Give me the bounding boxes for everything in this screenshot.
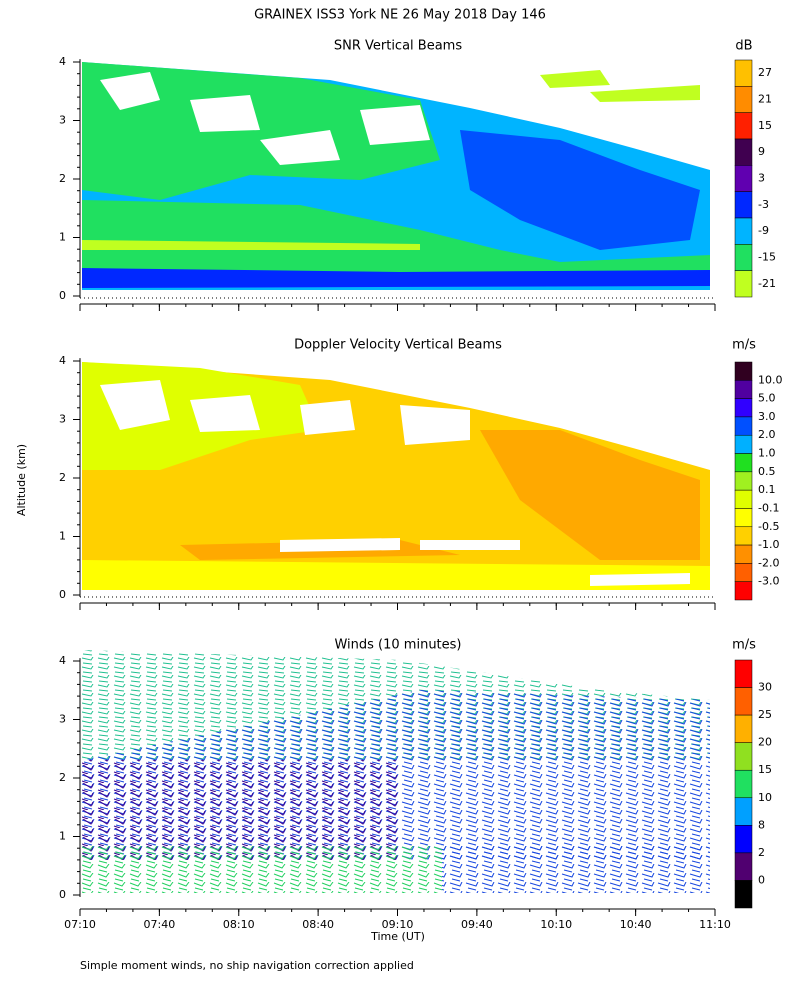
colorbar-box [734, 742, 753, 771]
colorbar-label: 2 [758, 846, 765, 859]
colorbar-label: -0.1 [758, 501, 779, 514]
colorbar-box [734, 138, 753, 166]
colorbar-box [734, 434, 753, 454]
colorbar-label: -3 [758, 198, 769, 211]
colorbar-label: 5.0 [758, 392, 776, 405]
x-tick-label: 09:40 [461, 918, 493, 931]
colorbar-box [734, 471, 753, 491]
colorbar-box [734, 769, 753, 799]
colorbar-box [734, 714, 753, 743]
x-tick-label: 10:10 [540, 918, 572, 931]
footnote: Simple moment winds, no ship navigation … [80, 959, 414, 972]
colorbar-label: -3.0 [758, 575, 779, 588]
colorbar-label: -1.0 [758, 538, 779, 551]
y-tick-label: 3 [59, 713, 66, 726]
y-tick-label: 3 [59, 413, 66, 426]
colorbar-box [734, 59, 753, 87]
colorbar-label: 25 [758, 708, 772, 721]
colorbar-box [734, 112, 753, 140]
colorbar-label: 10 [758, 791, 772, 804]
colorbar-label: 3.0 [758, 410, 776, 423]
colorbar-unit: m/s [732, 638, 756, 653]
colorbar-box [734, 563, 753, 582]
colorbar-label: -9 [758, 224, 769, 237]
x-tick-label: 09:10 [382, 918, 414, 931]
colorbar-box [734, 244, 753, 271]
colorbar-label: 9 [758, 145, 765, 158]
colorbar-box [734, 508, 753, 528]
colorbar-label: 21 [758, 93, 772, 106]
x-tick-label: 11:10 [699, 918, 731, 931]
y-tick-label: 2 [59, 771, 66, 784]
panel-title: SNR Vertical Beams [334, 39, 462, 54]
wind-barbs [82, 650, 710, 893]
colorbar-label: 15 [758, 119, 772, 132]
colorbar-box [734, 687, 753, 716]
colorbar-box [734, 416, 753, 436]
colorbar-label: 30 [758, 681, 772, 694]
colorbar-label: 3 [758, 172, 765, 185]
colorbar-label: 2.0 [758, 428, 776, 441]
colorbar-box [734, 217, 753, 245]
colorbar-unit: m/s [732, 338, 756, 353]
colorbar-unit: dB [735, 39, 752, 54]
y-tick-label: 4 [59, 55, 66, 68]
colorbar-box [734, 489, 753, 509]
colorbar-box [734, 380, 753, 399]
colorbar-label: -0.5 [758, 520, 779, 533]
colorbar-label: -2.0 [758, 556, 779, 569]
y-axis-label: Altitude (km) [15, 444, 28, 516]
doppler-field [82, 362, 710, 590]
chart-title: GRAINEX ISS3 York NE 26 May 2018 Day 146 [254, 8, 546, 23]
colorbar-box [734, 165, 753, 192]
colorbar-box [734, 852, 753, 881]
colorbar-label: 0 [758, 873, 765, 886]
x-tick-label: 08:40 [302, 918, 334, 931]
colorbar-box [734, 797, 753, 826]
y-tick-label: 0 [59, 888, 66, 901]
colorbar-box [734, 270, 753, 298]
colorbar-label: 10.0 [758, 373, 783, 386]
y-tick-label: 1 [59, 530, 66, 543]
y-tick-label: 0 [59, 289, 66, 302]
x-tick-label: 07:10 [64, 918, 96, 931]
colorbar-box [734, 581, 753, 601]
colorbar-box [734, 86, 753, 113]
panel-title: Winds (10 minutes) [334, 638, 461, 653]
colorbar-label: -21 [758, 277, 776, 290]
x-tick-label: 10:40 [620, 918, 652, 931]
colorbar-label: 1.0 [758, 447, 776, 460]
panel-title: Doppler Velocity Vertical Beams [294, 338, 502, 353]
colorbar-label: 0.1 [758, 483, 776, 496]
colorbar-label: 15 [758, 763, 772, 776]
colorbar-box [734, 544, 753, 564]
colorbar-box [734, 191, 753, 219]
y-tick-label: 2 [59, 172, 66, 185]
y-tick-label: 1 [59, 231, 66, 244]
colorbar-label: 0.5 [758, 465, 776, 478]
colorbar-box [734, 526, 753, 546]
colorbar-box [734, 659, 753, 688]
colorbar-label: -15 [758, 251, 776, 264]
colorbar-label: 8 [758, 818, 765, 831]
y-tick-label: 1 [59, 830, 66, 843]
snr-field [82, 62, 710, 290]
x-tick-label: 07:40 [144, 918, 176, 931]
colorbar-label: 27 [758, 66, 772, 79]
colorbar-box [734, 398, 753, 418]
colorbar-box [734, 880, 753, 909]
y-tick-label: 4 [59, 654, 66, 667]
y-tick-label: 0 [59, 588, 66, 601]
colorbar-box [734, 361, 753, 381]
y-tick-label: 4 [59, 354, 66, 367]
x-tick-label: 08:10 [223, 918, 255, 931]
x-axis-label: Time (UT) [370, 930, 425, 943]
y-tick-label: 3 [59, 114, 66, 127]
colorbar-box [734, 453, 753, 473]
colorbar-label: 20 [758, 736, 772, 749]
y-tick-label: 2 [59, 471, 66, 484]
colorbar-box [734, 825, 753, 854]
